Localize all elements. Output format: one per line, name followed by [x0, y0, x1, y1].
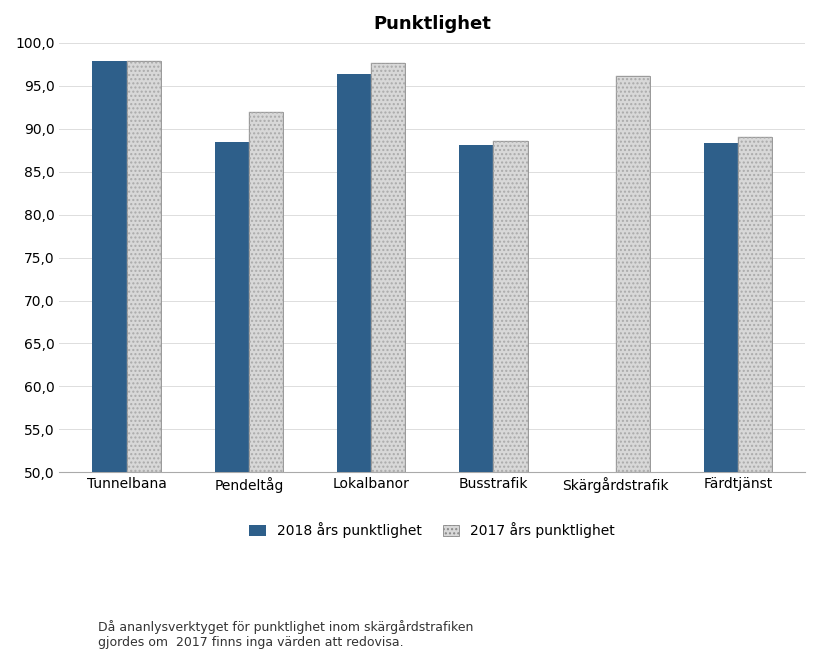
Bar — [215, 142, 248, 473]
Bar — [248, 112, 283, 473]
Bar — [459, 145, 493, 473]
Bar — [371, 63, 405, 473]
Bar — [615, 75, 649, 473]
Text: Då ananlysverktyget för punktlighet inom skärgårdstrafiken
gjordes om  2017 finn: Då ananlysverktyget för punktlighet inom… — [98, 620, 473, 649]
Bar — [615, 75, 649, 473]
Bar — [737, 137, 771, 473]
Bar — [126, 61, 161, 473]
Bar — [493, 141, 527, 473]
Bar — [703, 143, 737, 473]
Bar — [93, 61, 126, 473]
Bar — [493, 141, 527, 473]
Bar — [126, 61, 161, 473]
Bar — [737, 137, 771, 473]
Bar — [337, 74, 371, 473]
Title: Punktlighet: Punktlighet — [373, 15, 491, 33]
Legend: 2018 års punktlighet, 2017 års punktlighet: 2018 års punktlighet, 2017 års punktligh… — [249, 522, 614, 538]
Bar — [371, 63, 405, 473]
Bar — [248, 112, 283, 473]
